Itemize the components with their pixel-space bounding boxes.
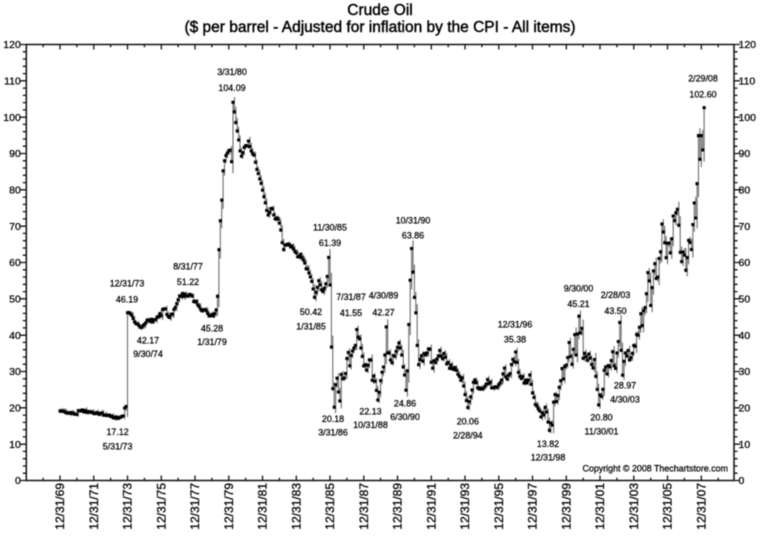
- svg-text:12/31/71: 12/31/71: [87, 483, 101, 530]
- svg-text:28.97: 28.97: [614, 381, 636, 391]
- svg-text:12/31/89: 12/31/89: [391, 483, 405, 530]
- svg-text:102.60: 102.60: [689, 90, 716, 100]
- svg-text:50: 50: [739, 293, 751, 305]
- svg-text:12/31/85: 12/31/85: [323, 483, 337, 530]
- svg-text:100: 100: [739, 112, 757, 124]
- svg-text:20.18: 20.18: [322, 414, 344, 424]
- svg-text:61.39: 61.39: [319, 238, 341, 248]
- svg-text:30: 30: [739, 366, 751, 378]
- svg-text:10: 10: [9, 439, 21, 451]
- svg-text:90: 90: [9, 148, 21, 160]
- svg-text:80: 80: [739, 184, 751, 196]
- svg-text:5/31/73: 5/31/73: [103, 442, 133, 452]
- svg-text:10: 10: [739, 439, 751, 451]
- svg-text:100: 100: [3, 112, 21, 124]
- svg-text:45.21: 45.21: [567, 299, 589, 309]
- svg-text:8/31/77: 8/31/77: [173, 262, 203, 272]
- svg-text:35.38: 35.38: [504, 335, 526, 345]
- svg-text:7/31/87: 7/31/87: [336, 292, 366, 302]
- svg-text:120: 120: [3, 39, 21, 51]
- svg-text:12/31/93: 12/31/93: [458, 483, 472, 530]
- svg-text:42.27: 42.27: [372, 308, 394, 318]
- svg-text:12/31/87: 12/31/87: [357, 483, 371, 530]
- svg-text:70: 70: [739, 221, 751, 233]
- svg-text:45.28: 45.28: [201, 324, 223, 334]
- svg-text:80: 80: [9, 184, 21, 196]
- svg-text:4/30/89: 4/30/89: [369, 291, 399, 301]
- svg-text:40: 40: [739, 330, 751, 342]
- svg-text:12/31/98: 12/31/98: [531, 452, 566, 462]
- svg-text:43.50: 43.50: [604, 306, 626, 316]
- svg-text:110: 110: [4, 75, 21, 87]
- svg-text:Crude Oil: Crude Oil: [347, 2, 412, 19]
- svg-text:51.22: 51.22: [177, 277, 199, 287]
- svg-text:4/30/03: 4/30/03: [610, 395, 640, 405]
- svg-text:60: 60: [739, 257, 751, 269]
- svg-text:9/30/00: 9/30/00: [564, 284, 594, 294]
- svg-text:20: 20: [9, 402, 21, 414]
- svg-text:60: 60: [9, 257, 21, 269]
- svg-text:1/31/79: 1/31/79: [197, 337, 227, 347]
- svg-text:40: 40: [9, 330, 21, 342]
- svg-text:22.13: 22.13: [359, 407, 381, 417]
- svg-text:12/31/96: 12/31/96: [498, 320, 533, 330]
- svg-text:1/31/85: 1/31/85: [296, 322, 326, 332]
- svg-text:10/31/88: 10/31/88: [353, 420, 388, 430]
- svg-text:12/31/77: 12/31/77: [188, 483, 202, 530]
- svg-text:20: 20: [739, 402, 751, 414]
- svg-text:2/28/94: 2/28/94: [453, 431, 483, 441]
- svg-text:12/31/03: 12/31/03: [627, 483, 641, 530]
- svg-text:104.09: 104.09: [218, 83, 245, 93]
- svg-text:50.42: 50.42: [300, 307, 322, 317]
- svg-text:12/31/07: 12/31/07: [694, 483, 708, 530]
- svg-text:46.19: 46.19: [116, 295, 138, 305]
- svg-text:12/31/79: 12/31/79: [222, 483, 236, 530]
- svg-text:0: 0: [15, 475, 21, 487]
- svg-text:12/31/83: 12/31/83: [289, 483, 303, 530]
- svg-text:0: 0: [739, 475, 745, 487]
- svg-text:3/31/86: 3/31/86: [318, 428, 348, 438]
- svg-text:63.86: 63.86: [402, 231, 424, 241]
- svg-text:12/31/99: 12/31/99: [559, 483, 573, 530]
- svg-text:24.86: 24.86: [394, 399, 416, 409]
- svg-text:12/31/97: 12/31/97: [526, 483, 540, 530]
- svg-text:13.82: 13.82: [537, 439, 559, 449]
- svg-text:70: 70: [9, 221, 21, 233]
- svg-text:12/31/73: 12/31/73: [110, 279, 145, 289]
- svg-text:2/29/08: 2/29/08: [688, 74, 718, 84]
- svg-text:12/31/73: 12/31/73: [121, 483, 135, 530]
- svg-text:42.17: 42.17: [137, 336, 159, 346]
- svg-text:110: 110: [739, 75, 756, 87]
- svg-text:2/28/03: 2/28/03: [601, 290, 631, 300]
- svg-text:90: 90: [739, 148, 751, 160]
- svg-text:12/31/05: 12/31/05: [661, 483, 675, 530]
- svg-text:12/31/69: 12/31/69: [53, 483, 67, 530]
- svg-text:3/31/80: 3/31/80: [217, 67, 247, 77]
- svg-text:12/31/81: 12/31/81: [256, 483, 270, 530]
- svg-text:11/30/01: 11/30/01: [585, 427, 619, 437]
- svg-text:41.55: 41.55: [340, 308, 362, 318]
- svg-text:20.80: 20.80: [590, 413, 612, 423]
- svg-text:12/31/91: 12/31/91: [424, 483, 438, 530]
- svg-text:Copyright © 2008 Thechartstore: Copyright © 2008 Thechartstore.com: [583, 464, 729, 474]
- svg-text:9/30/74: 9/30/74: [133, 349, 163, 359]
- svg-text:50: 50: [9, 293, 21, 305]
- svg-text:($ per barrel - Adjusted for i: ($ per barrel - Adjusted for inflation b…: [184, 19, 575, 36]
- svg-text:30: 30: [9, 366, 21, 378]
- svg-text:10/31/90: 10/31/90: [396, 216, 431, 226]
- svg-text:12/31/01: 12/31/01: [593, 483, 607, 530]
- svg-text:6/30/90: 6/30/90: [390, 412, 420, 422]
- svg-text:120: 120: [739, 39, 757, 51]
- svg-text:12/31/95: 12/31/95: [492, 483, 506, 530]
- svg-text:20.06: 20.06: [457, 417, 479, 427]
- svg-text:17.12: 17.12: [106, 427, 128, 437]
- svg-text:12/31/75: 12/31/75: [154, 483, 168, 530]
- svg-text:11/30/85: 11/30/85: [313, 223, 347, 233]
